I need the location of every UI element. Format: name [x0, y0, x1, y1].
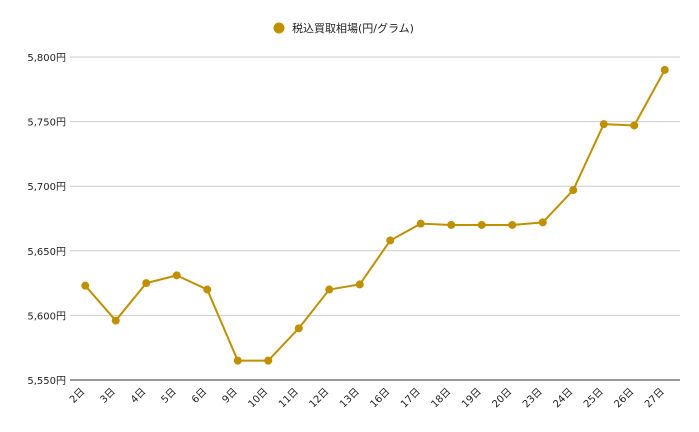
data-point [203, 285, 212, 294]
x-tick-label: 20日 [491, 386, 515, 410]
data-point [294, 324, 303, 333]
data-point [447, 220, 456, 229]
y-tick-label: 5,750円 [27, 118, 66, 129]
data-point [355, 280, 364, 289]
data-point [233, 356, 242, 365]
x-axis-tick-labels: 2日 3日 4日 5日 6日 9日 10日 11日 12日 13日 16日 17日 18日 19日 20日 2… [68, 386, 667, 410]
x-tick-label: 3日 [99, 386, 118, 405]
legend-marker [273, 22, 285, 34]
y-tick-label: 5,650円 [27, 247, 66, 258]
x-tick-label: 11日 [277, 386, 301, 410]
data-point [111, 316, 120, 325]
y-axis-tick-labels: 5,550円 5,600円 5,650円 5,700円 5,750円 5,800円 [27, 53, 66, 387]
x-tick-label: 26日 [613, 386, 637, 410]
data-point [386, 236, 395, 245]
x-tick-label: 12日 [308, 386, 332, 410]
y-tick-label: 5,800円 [27, 53, 66, 64]
y-tick-label: 5,550円 [27, 376, 66, 387]
data-point [81, 281, 90, 290]
legend-label: 税込買取相場(円/グラム) [292, 21, 414, 35]
y-tick-label: 5,600円 [27, 311, 66, 322]
x-tick-label: 2日 [68, 386, 87, 405]
x-tick-label: 13日 [338, 386, 362, 410]
data-point [142, 279, 151, 288]
x-tick-label: 25日 [582, 386, 606, 410]
x-tick-label: 24日 [552, 386, 576, 410]
data-point [569, 186, 578, 195]
x-tick-label: 18日 [430, 386, 454, 410]
data-point [477, 220, 486, 229]
x-tick-label: 17日 [399, 386, 423, 410]
x-tick-label: 4日 [129, 386, 148, 405]
y-tick-label: 5,700円 [27, 182, 66, 193]
x-tick-label: 10日 [247, 386, 271, 410]
data-point [508, 220, 517, 229]
x-tick-label: 6日 [190, 386, 209, 405]
data-point [416, 219, 425, 228]
x-tick-label: 16日 [369, 386, 393, 410]
data-point [325, 285, 334, 294]
x-tick-label: 27日 [643, 386, 667, 410]
data-point [264, 356, 273, 365]
series-layer [81, 65, 669, 365]
gridlines [70, 56, 680, 381]
x-tick-label: 9日 [221, 386, 240, 405]
data-point [660, 65, 669, 74]
data-point [630, 121, 639, 130]
series-line [84, 69, 666, 362]
x-tick-label: 19日 [460, 386, 484, 410]
x-tick-label: 5日 [160, 386, 179, 405]
data-point [172, 271, 181, 280]
data-point [599, 120, 608, 129]
x-tick-label: 23日 [521, 386, 545, 410]
data-point [538, 218, 547, 227]
legend: 税込買取相場(円/グラム) [273, 21, 414, 35]
